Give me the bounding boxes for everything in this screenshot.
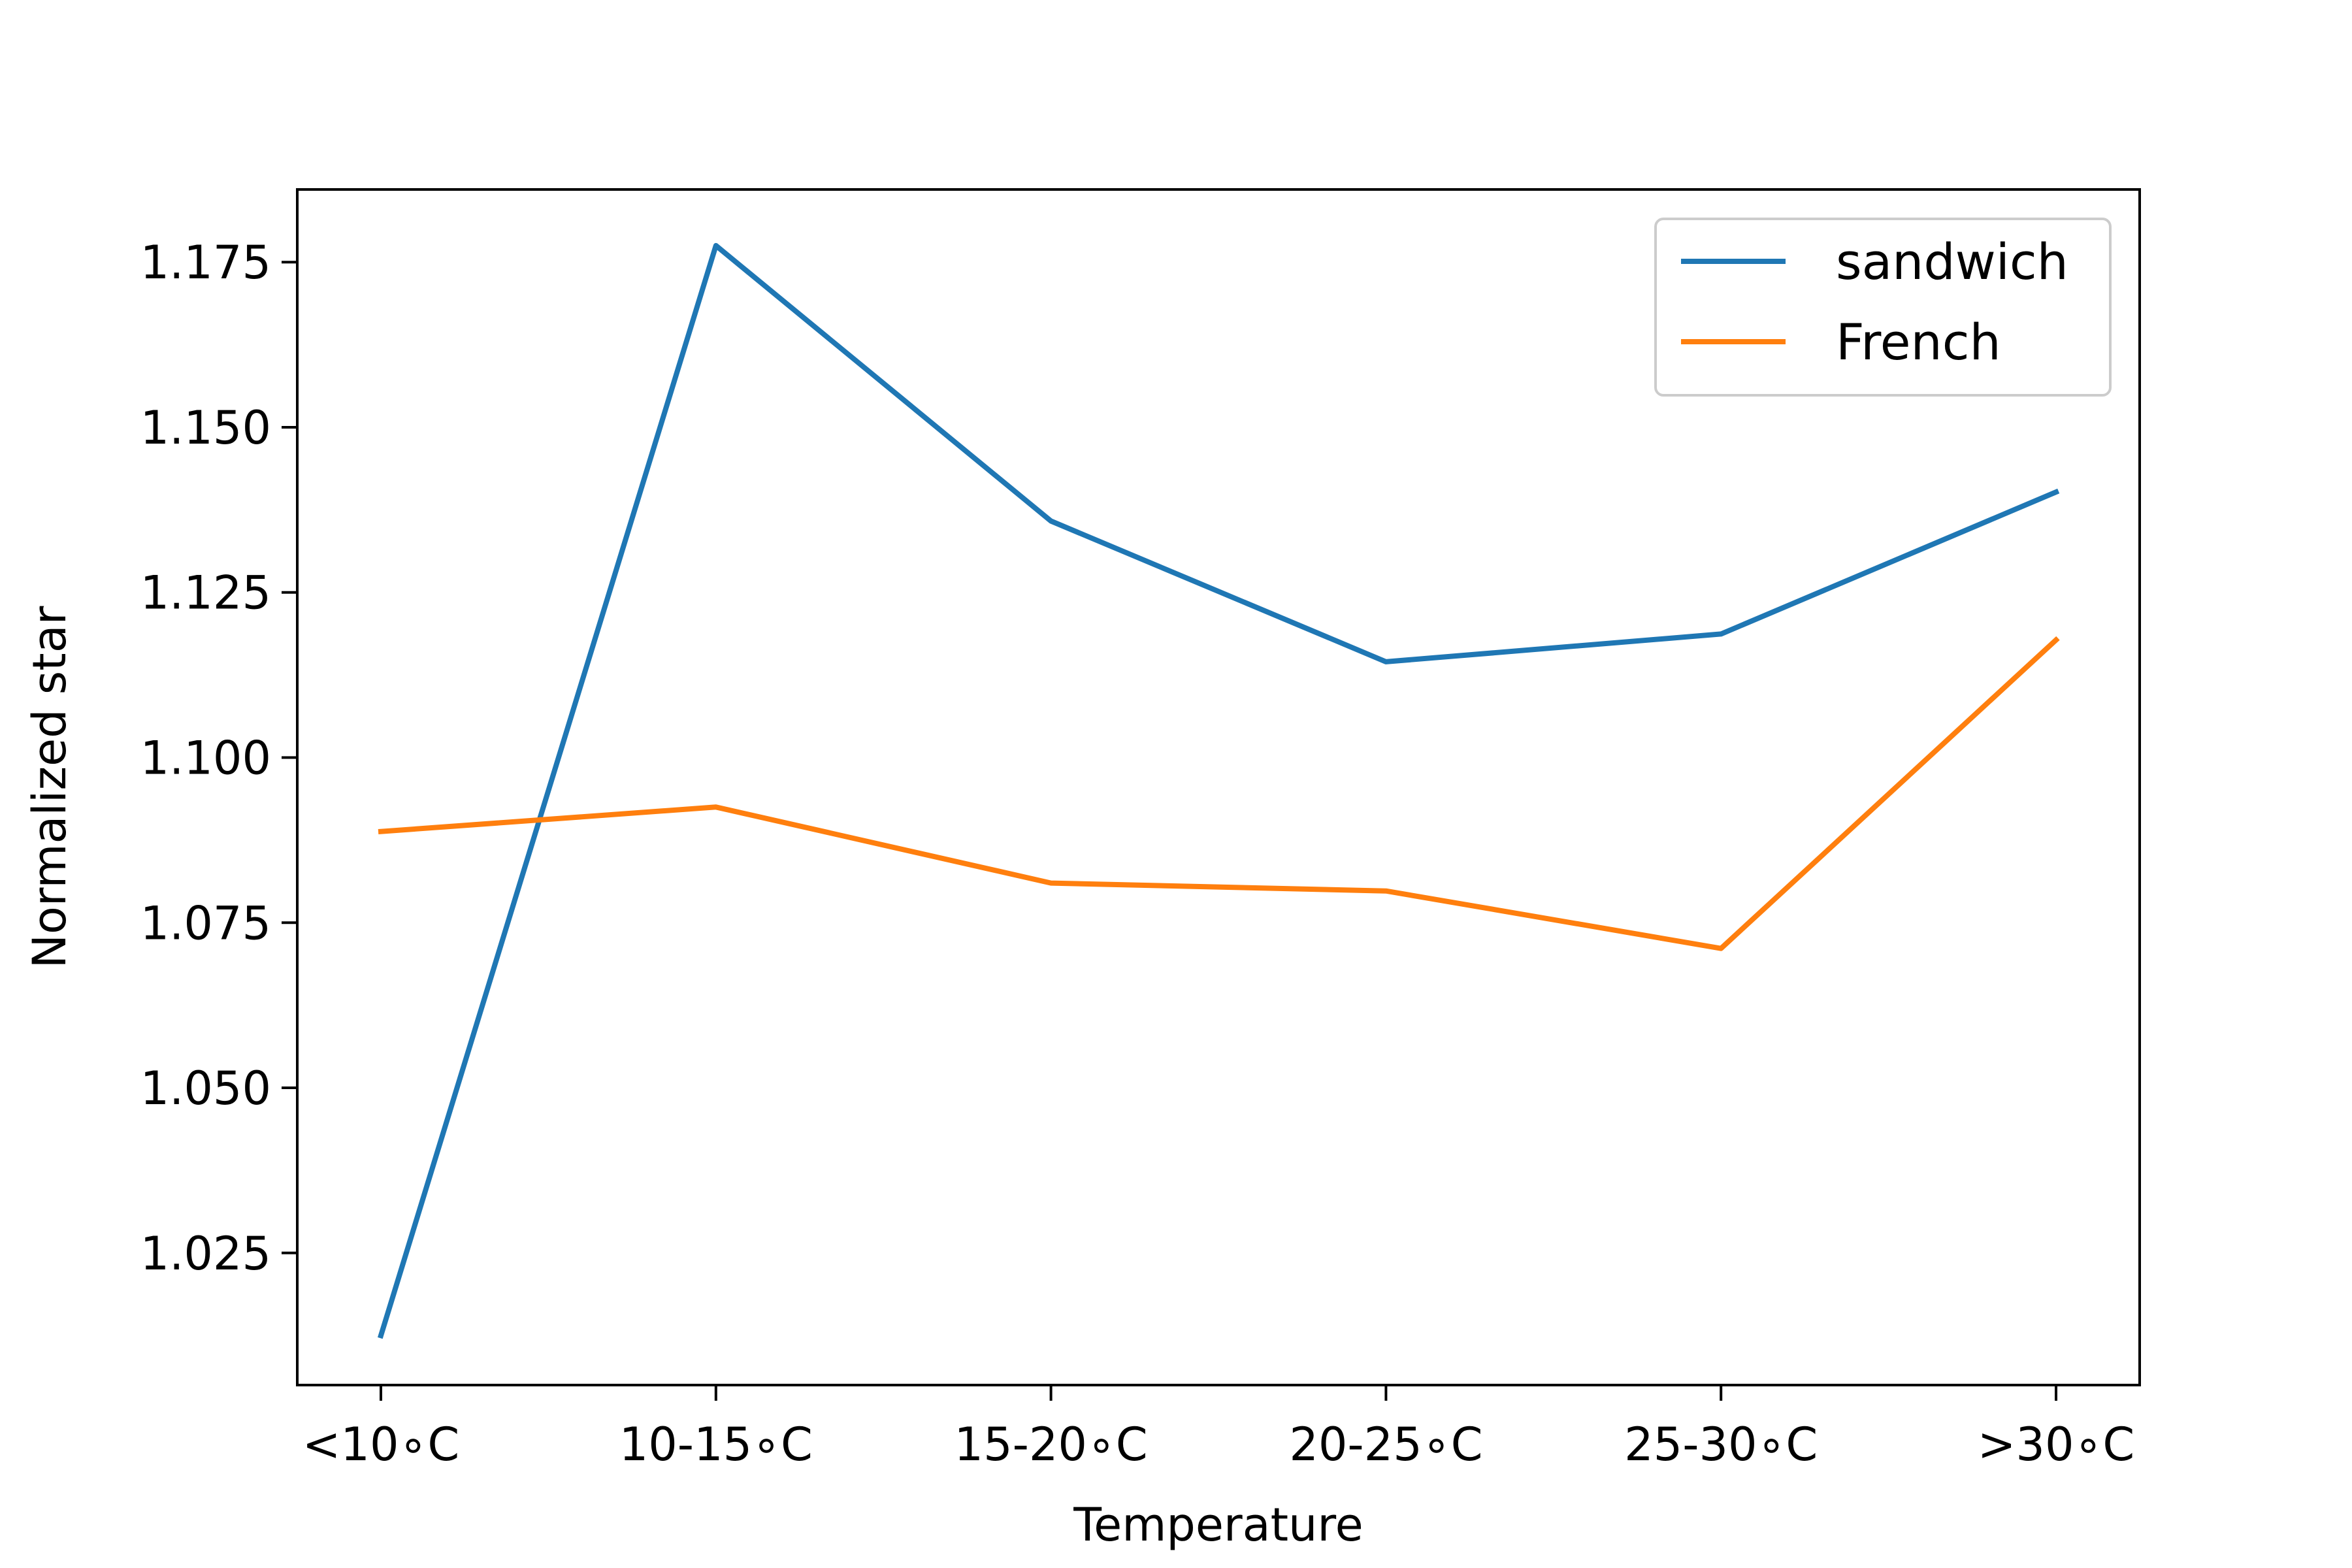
y-tick-label: 1.025	[140, 1227, 271, 1281]
series-line-french	[378, 636, 2060, 951]
y-tick-label: 1.125	[140, 566, 271, 620]
x-axis: <10∘C 10-15∘C 15-20∘C 20-25∘C 25-30∘C >30∘C	[302, 1385, 2134, 1471]
y-tick-label: 1.050	[140, 1062, 271, 1115]
legend: sandwich French	[1654, 218, 2112, 397]
x-tick-label: >30∘C	[1978, 1418, 2134, 1471]
x-tick-label: 15-20∘C	[955, 1418, 1148, 1471]
y-axis: 1.025 1.050 1.075 1.100 1.125 1.150 1.175	[140, 236, 297, 1281]
y-tick-label: 1.075	[140, 896, 271, 950]
y-axis-label: Normalized star	[23, 606, 76, 968]
series-line-sandwich	[378, 242, 2060, 1339]
plot-frame	[296, 188, 2141, 1386]
series-layer	[378, 242, 2060, 1339]
y-tick-label: 1.175	[140, 236, 271, 289]
x-tick-label: 25-30∘C	[1624, 1418, 1818, 1471]
y-tick-label: 1.150	[140, 401, 271, 455]
x-tick-label: <10∘C	[302, 1418, 459, 1471]
legend-label-french: French	[1836, 313, 2001, 371]
y-tick-label: 1.100	[140, 732, 271, 785]
x-tick-label: 10-15∘C	[619, 1418, 813, 1471]
x-axis-label: Temperature	[1073, 1498, 1363, 1552]
x-tick-label: 20-25∘C	[1289, 1418, 1482, 1471]
legend-label-sandwich: sandwich	[1836, 233, 2068, 291]
legend-entries: sandwich French	[1681, 233, 2068, 371]
